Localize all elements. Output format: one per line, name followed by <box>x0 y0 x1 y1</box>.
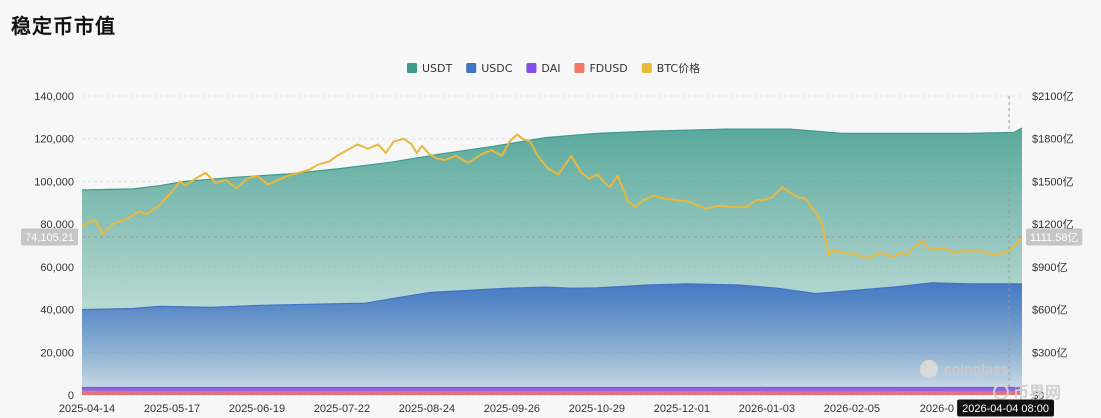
page-title: 稳定币市值 <box>11 14 116 38</box>
y-left-tick-label: 20,000 <box>40 347 74 359</box>
series-edge-usdt <box>81 127 1023 191</box>
y-right-tick-label: $600亿 <box>1032 304 1067 317</box>
x-tick-label: 2025-10-29 <box>569 403 625 415</box>
legend-label: USDT <box>422 62 453 75</box>
x-tick-label: 2025-09-26 <box>484 403 540 415</box>
y-right-tick-label: $900亿 <box>1032 261 1067 274</box>
legend-label: BTC价格 <box>657 61 700 75</box>
x-tick-label: 2025-06-19 <box>229 403 285 415</box>
y-left-tick-label: 120,000 <box>34 134 74 146</box>
legend-label: FDUSD <box>589 62 627 75</box>
y-right-tick-label: $2100亿 <box>1032 90 1074 103</box>
legend-label: USDC <box>481 62 513 75</box>
y-right-tick-label: $0 <box>1032 390 1044 402</box>
legend-item-usdc[interactable]: USDC <box>466 62 513 75</box>
legend-item-usdt[interactable]: USDT <box>407 62 453 75</box>
legend-item-btc[interactable]: BTC价格 <box>641 61 700 75</box>
y-right-tick-label: $300亿 <box>1032 346 1067 359</box>
right-value-badge-box <box>1026 228 1083 246</box>
watermark-brand: coinglass <box>944 361 1009 377</box>
legend-swatch <box>407 63 417 73</box>
legend-item-dai[interactable]: DAI <box>526 62 560 75</box>
x-tick-label: 2025-12-01 <box>654 403 710 415</box>
y-left-tick-label: 40,000 <box>40 305 74 317</box>
legend-swatch <box>641 63 652 73</box>
x-tick-label: 2025-08-24 <box>399 403 455 415</box>
right-value-badge-text: 1111.58亿 <box>1030 231 1078 244</box>
date-badge-text: 2026-04-04 08:00 <box>962 403 1049 415</box>
y-right-tick-label: $1200亿 <box>1032 218 1074 231</box>
site-logo-icon <box>993 384 1009 400</box>
watermark-site: 币界网 <box>1013 383 1061 402</box>
x-tick-label: 2026-0 <box>920 403 954 415</box>
date-badge: 2026-04-04 08:00 <box>957 399 1054 417</box>
y-left-tick-label: 140,000 <box>34 91 74 103</box>
legend-swatch <box>466 63 477 73</box>
legend-swatch <box>574 63 585 73</box>
x-tick-label: 2025-05-17 <box>144 403 200 415</box>
series-line-btc[interactable] <box>81 133 1023 260</box>
left-value-badge: 74,105.21 <box>21 228 78 246</box>
legend-item-fdusd[interactable]: FDUSD <box>574 62 628 75</box>
date-badge-box <box>957 399 1054 417</box>
y-left-tick-label: 80,000 <box>40 219 74 231</box>
x-tick-label: 2026-01-03 <box>739 403 795 415</box>
y-left-tick-label: 100,000 <box>34 176 74 188</box>
right-value-badge: 1111.58亿 <box>1026 228 1083 246</box>
y-left-tick-label: 0 <box>68 390 74 402</box>
x-tick-label: 2025-04-14 <box>59 403 115 415</box>
series-area-usdc[interactable] <box>82 282 1022 395</box>
legend-swatch <box>526 63 537 73</box>
left-value-badge-text: 74,105.21 <box>25 232 74 244</box>
series-edge-usdc <box>81 282 1022 311</box>
y-right-tick-label: $1500亿 <box>1032 175 1074 188</box>
x-tick-label: 2025-07-22 <box>314 403 370 415</box>
coinglass-logo-icon <box>920 360 938 378</box>
y-left-tick-label: 60,000 <box>40 262 74 274</box>
legend-label: DAI <box>541 62 560 75</box>
y-right-tick-label: $1800亿 <box>1032 133 1074 146</box>
left-value-badge-box <box>21 228 78 246</box>
x-tick-label: 2026-02-05 <box>824 403 880 415</box>
